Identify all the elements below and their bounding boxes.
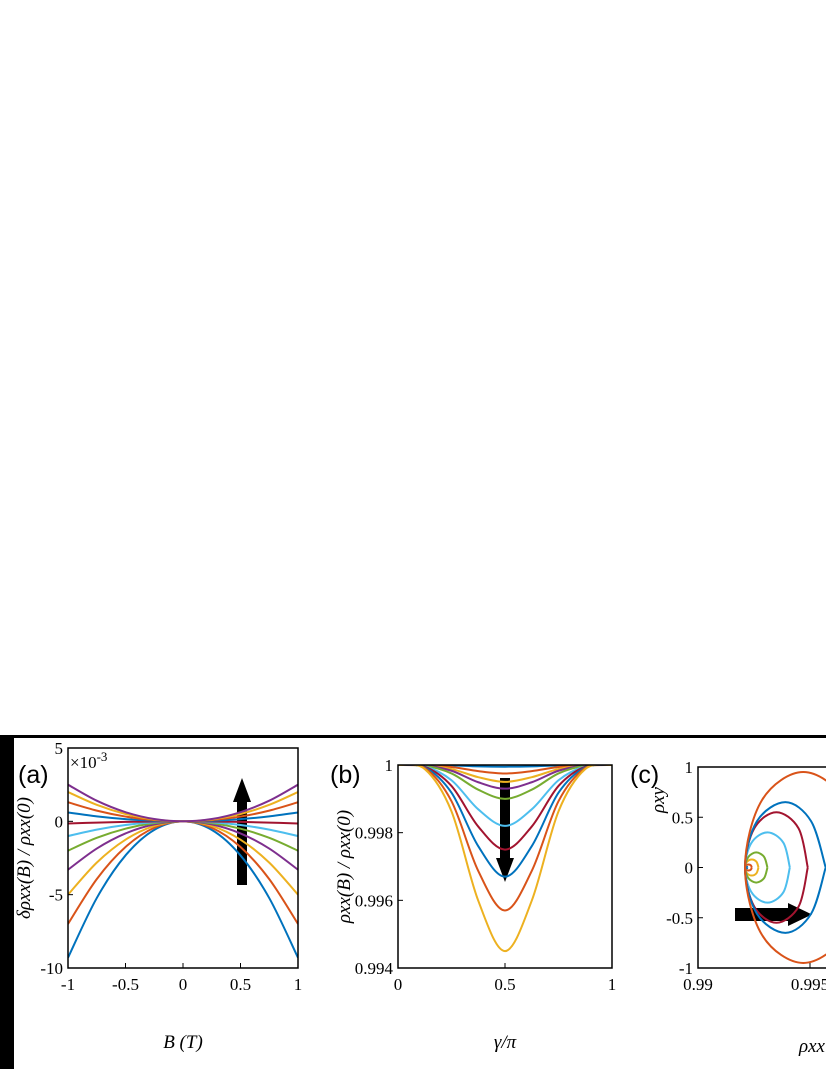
curve <box>398 765 612 851</box>
x-tick-label: 0.5 <box>494 975 515 994</box>
loop <box>744 851 769 884</box>
curve <box>68 820 298 896</box>
curve <box>398 765 612 878</box>
curve <box>398 765 612 827</box>
x-tick-label: -1 <box>61 975 75 994</box>
multiplier-base: ×10 <box>70 753 97 772</box>
x-tick-label: 0 <box>179 975 188 994</box>
curve <box>398 765 612 953</box>
x-tick-label: 0 <box>394 975 403 994</box>
y-tick-label: -0.5 <box>666 909 693 928</box>
y-tick-label: 0.998 <box>355 824 393 843</box>
axis-multiplier: ×10-3 <box>70 749 107 772</box>
y-axis-label: ρxx(B) / ρxx(0) <box>334 810 355 924</box>
y-tick-label: 1 <box>685 758 694 777</box>
panel-label: (c) <box>630 761 659 789</box>
curve <box>68 820 298 852</box>
y-axis-label: ρxy <box>648 786 669 814</box>
y-tick-label: 0.996 <box>355 891 393 910</box>
y-tick-label: 0.5 <box>672 808 693 827</box>
x-tick-label: 0.995 <box>791 975 826 994</box>
arrow-down <box>496 778 514 882</box>
x-tick-label: 0.5 <box>230 975 251 994</box>
curve <box>68 801 298 823</box>
curve <box>68 820 298 959</box>
curve <box>68 783 298 823</box>
y-tick-label: 0.994 <box>355 959 394 978</box>
plot-area <box>744 771 826 964</box>
x-axis-label: ρxx <box>798 1036 826 1057</box>
x-tick-label: 0.99 <box>683 975 713 994</box>
panel-label: (a) <box>18 761 49 789</box>
panel-label: (b) <box>330 761 361 789</box>
y-tick-label: 0 <box>685 859 694 878</box>
y-tick-label: -5 <box>49 886 63 905</box>
frame-top <box>0 735 826 738</box>
curve <box>398 765 612 912</box>
curve <box>68 811 298 823</box>
y-tick-label: 1 <box>385 756 394 775</box>
plot-area <box>68 783 298 959</box>
curve <box>398 765 612 800</box>
y-tick-label: -1 <box>679 959 693 978</box>
y-tick-label: -10 <box>40 959 63 978</box>
multiplier-exponent: -3 <box>97 749 108 764</box>
y-axis-label: δρxx(B) / ρxx(0) <box>14 797 35 919</box>
arrow-right <box>735 903 812 926</box>
x-tick-label: 1 <box>608 975 617 994</box>
x-tick-label: 1 <box>294 975 303 994</box>
x-axis-label: B (T) <box>163 1032 203 1053</box>
arrow-up <box>233 778 251 885</box>
x-tick-label: -0.5 <box>112 975 139 994</box>
loop <box>744 811 809 924</box>
frame-left <box>0 735 14 1069</box>
curve <box>68 820 298 837</box>
loop <box>744 771 826 964</box>
x-axis-label: γ/π <box>494 1032 517 1053</box>
y-tick-label: 5 <box>55 739 64 758</box>
y-tick-label: 0 <box>55 812 64 831</box>
